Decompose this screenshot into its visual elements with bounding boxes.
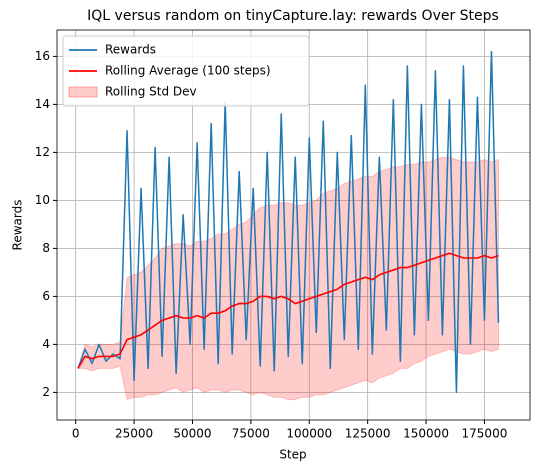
std-band	[77, 156, 499, 401]
y-tick-label: 16	[35, 49, 50, 63]
line	[77, 252, 499, 369]
legend-label: Rolling Average (100 steps)	[105, 64, 271, 78]
legend: Rewards Rolling Average (100 steps) Rollin…	[62, 35, 310, 107]
x-tick-label: 25000	[115, 427, 153, 441]
chart-title: IQL versus random on tinyCapture.lay: re…	[87, 8, 499, 24]
y-tick-label: 2	[42, 385, 50, 399]
legend-swatch	[68, 86, 98, 98]
y-axis-label: Rewards	[11, 200, 25, 251]
x-tick-label: 50000	[173, 427, 211, 441]
y-tick-label: 6	[42, 289, 50, 303]
x-tick-label: 100000	[286, 427, 332, 441]
x-tick-label: 0	[72, 427, 80, 441]
y-tick-label: 10	[35, 193, 50, 207]
legend-label: Rewards	[105, 43, 156, 57]
line	[77, 50, 500, 394]
x-tick-label: 75000	[232, 427, 270, 441]
x-axis-label: Step	[279, 448, 306, 462]
x-tick-label: 150000	[403, 427, 449, 441]
y-tick-label: 14	[35, 97, 50, 111]
y-tick-label: 8	[42, 241, 50, 255]
legend-box	[62, 35, 310, 107]
y-tick-label: 12	[35, 145, 50, 159]
plot-frame	[56, 29, 531, 421]
x-tick-label: 125000	[345, 427, 391, 441]
legend-label: Rolling Std Dev	[105, 85, 197, 99]
x-tick-label: 175000	[462, 427, 508, 441]
y-tick-label: 4	[42, 337, 50, 351]
